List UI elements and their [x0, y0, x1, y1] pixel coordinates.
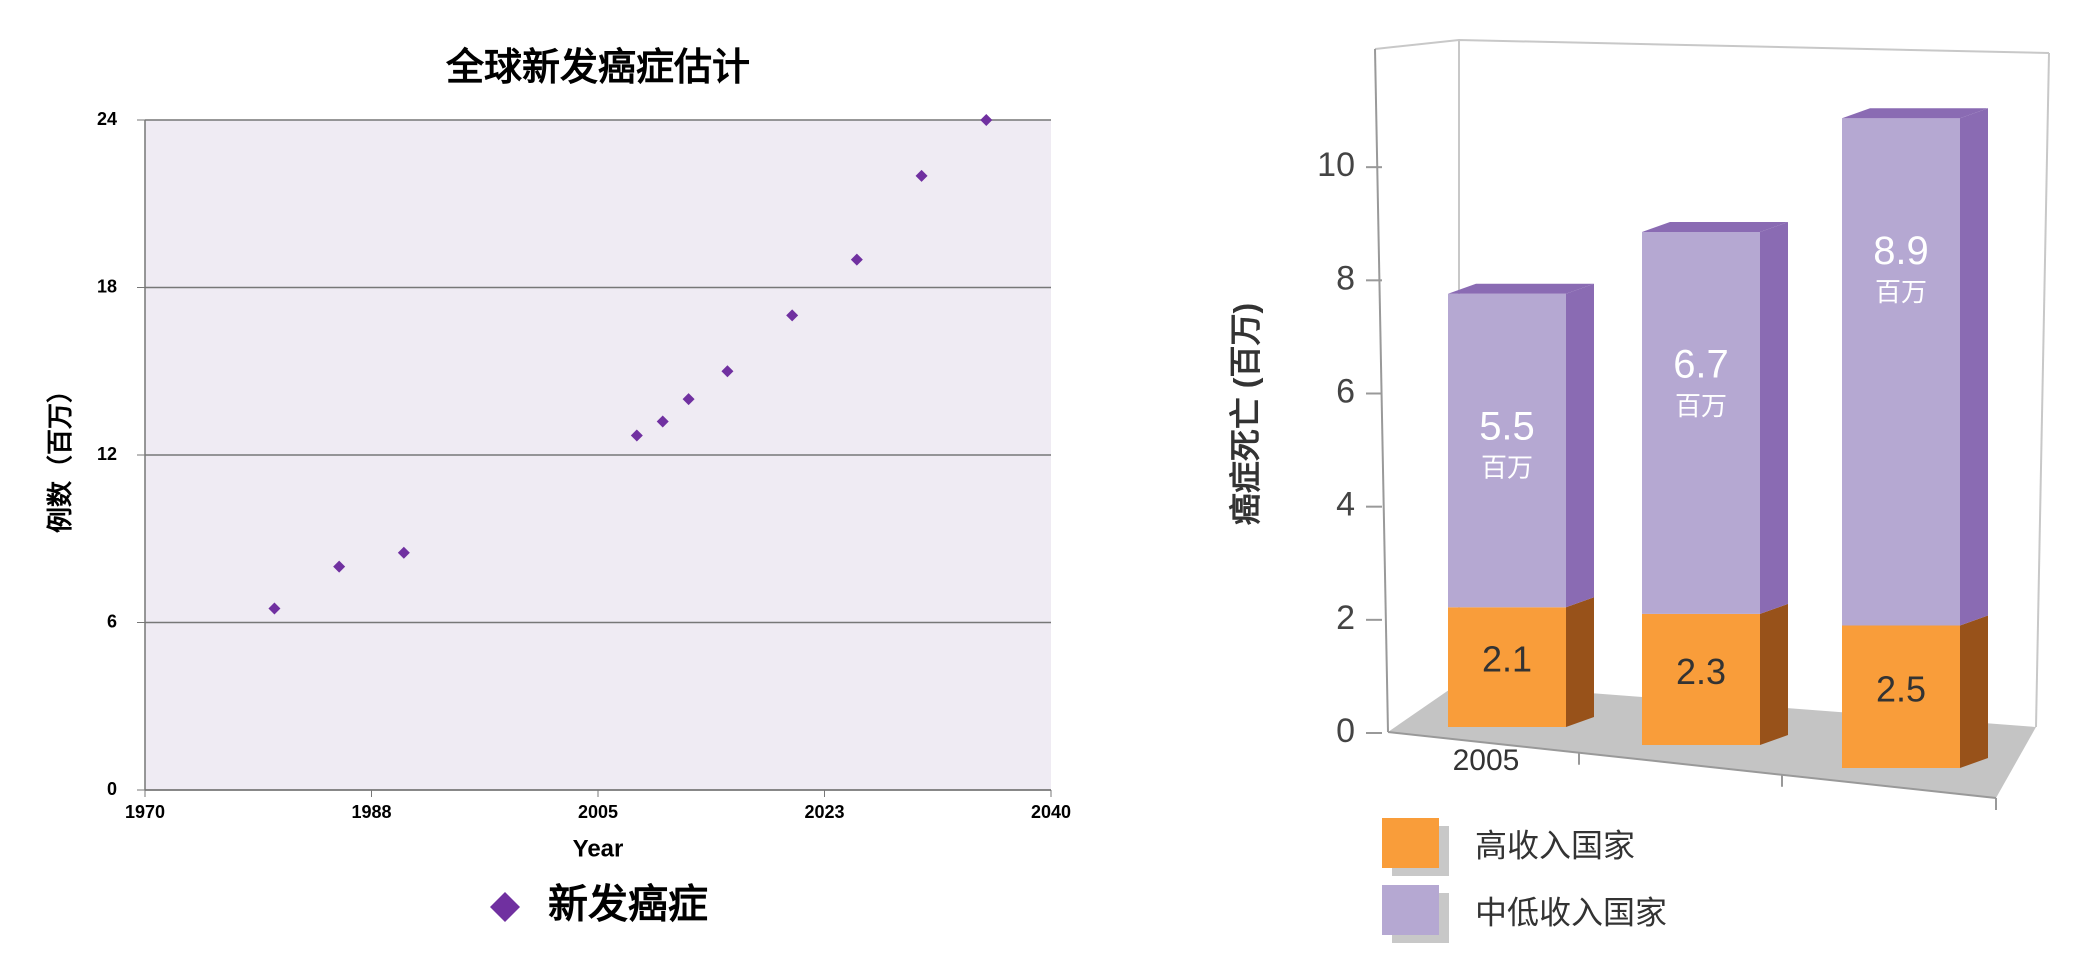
- bar-side: [1960, 615, 1988, 768]
- y-axis-label: 例数（百万）: [45, 377, 75, 533]
- bar-side: [1566, 597, 1594, 727]
- value-label: 2.3: [1676, 651, 1726, 692]
- scatter-point: [682, 393, 695, 406]
- legend-swatch: [1382, 885, 1439, 935]
- x-tick-label: 2040: [1031, 802, 1071, 822]
- bar: [1842, 625, 1960, 768]
- legend-marker: [490, 892, 520, 922]
- bar: [1448, 293, 1566, 608]
- bar: [1642, 613, 1760, 745]
- bar-top: [1448, 283, 1594, 294]
- x-tick-label: 2023: [804, 802, 844, 822]
- value-label: 5.5: [1479, 404, 1535, 448]
- y-tick-label: 0: [1336, 712, 1355, 750]
- chart-title: 全球新发癌症估计: [445, 46, 750, 89]
- bar-side: [1960, 108, 1988, 626]
- scatter-point: [656, 415, 669, 428]
- y-tick-label: 0: [107, 779, 117, 799]
- value-unit: 百万: [1481, 453, 1533, 483]
- y-tick-label: 6: [107, 611, 117, 631]
- y-axis-label: 癌症死亡 (百万): [1227, 303, 1263, 525]
- legend-swatch: [1382, 818, 1439, 868]
- x-tick-label: 2005: [1453, 744, 1520, 777]
- value-label: 8.9: [1873, 229, 1929, 273]
- y-tick-label: 24: [97, 109, 117, 129]
- legend-label: 高收入国家: [1475, 827, 1635, 863]
- y-tick-label: 8: [1336, 259, 1355, 297]
- scatter-point: [850, 253, 863, 266]
- bar-top: [1642, 222, 1788, 232]
- scatter-point: [915, 169, 928, 182]
- scatter-point: [268, 602, 281, 615]
- scatter-point: [980, 114, 993, 126]
- x-tick-label: 1970: [125, 802, 165, 822]
- value-label: 2.1: [1482, 639, 1532, 680]
- scatter-point: [333, 560, 346, 573]
- y-axis: [1374, 48, 1389, 733]
- bar-top: [1842, 108, 1988, 119]
- value-unit: 百万: [1875, 277, 1927, 307]
- wall-edge: [2035, 52, 2050, 728]
- scatter-point: [786, 309, 799, 322]
- bar: [1642, 232, 1760, 614]
- y-tick-label: 6: [1336, 372, 1355, 410]
- bar-side: [1760, 222, 1788, 614]
- scatter-point: [630, 429, 643, 442]
- bar-side: [1566, 283, 1594, 608]
- x-tick-label: 2005: [578, 802, 618, 822]
- legend-label: 新发癌症: [548, 883, 708, 927]
- bar-side: [1760, 603, 1788, 745]
- x-axis-label: Year: [573, 835, 624, 862]
- scatter-point: [397, 546, 410, 559]
- value-unit: 百万: [1675, 391, 1727, 421]
- y-tick-label: 10: [1317, 146, 1355, 184]
- x-tick-label: 1988: [351, 802, 391, 822]
- y-tick-label: 2: [1336, 599, 1355, 637]
- x-axis: [1387, 731, 1997, 799]
- legend-label: 中低收入国家: [1475, 894, 1667, 930]
- bar: [1842, 118, 1960, 626]
- value-label: 6.7: [1673, 343, 1729, 387]
- value-label: 2.5: [1876, 668, 1926, 709]
- y-tick-label: 18: [97, 276, 117, 296]
- bar: [1448, 607, 1566, 727]
- y-tick-label: 12: [97, 444, 117, 464]
- y-tick-label: 4: [1336, 486, 1355, 524]
- scatter-point: [721, 365, 734, 378]
